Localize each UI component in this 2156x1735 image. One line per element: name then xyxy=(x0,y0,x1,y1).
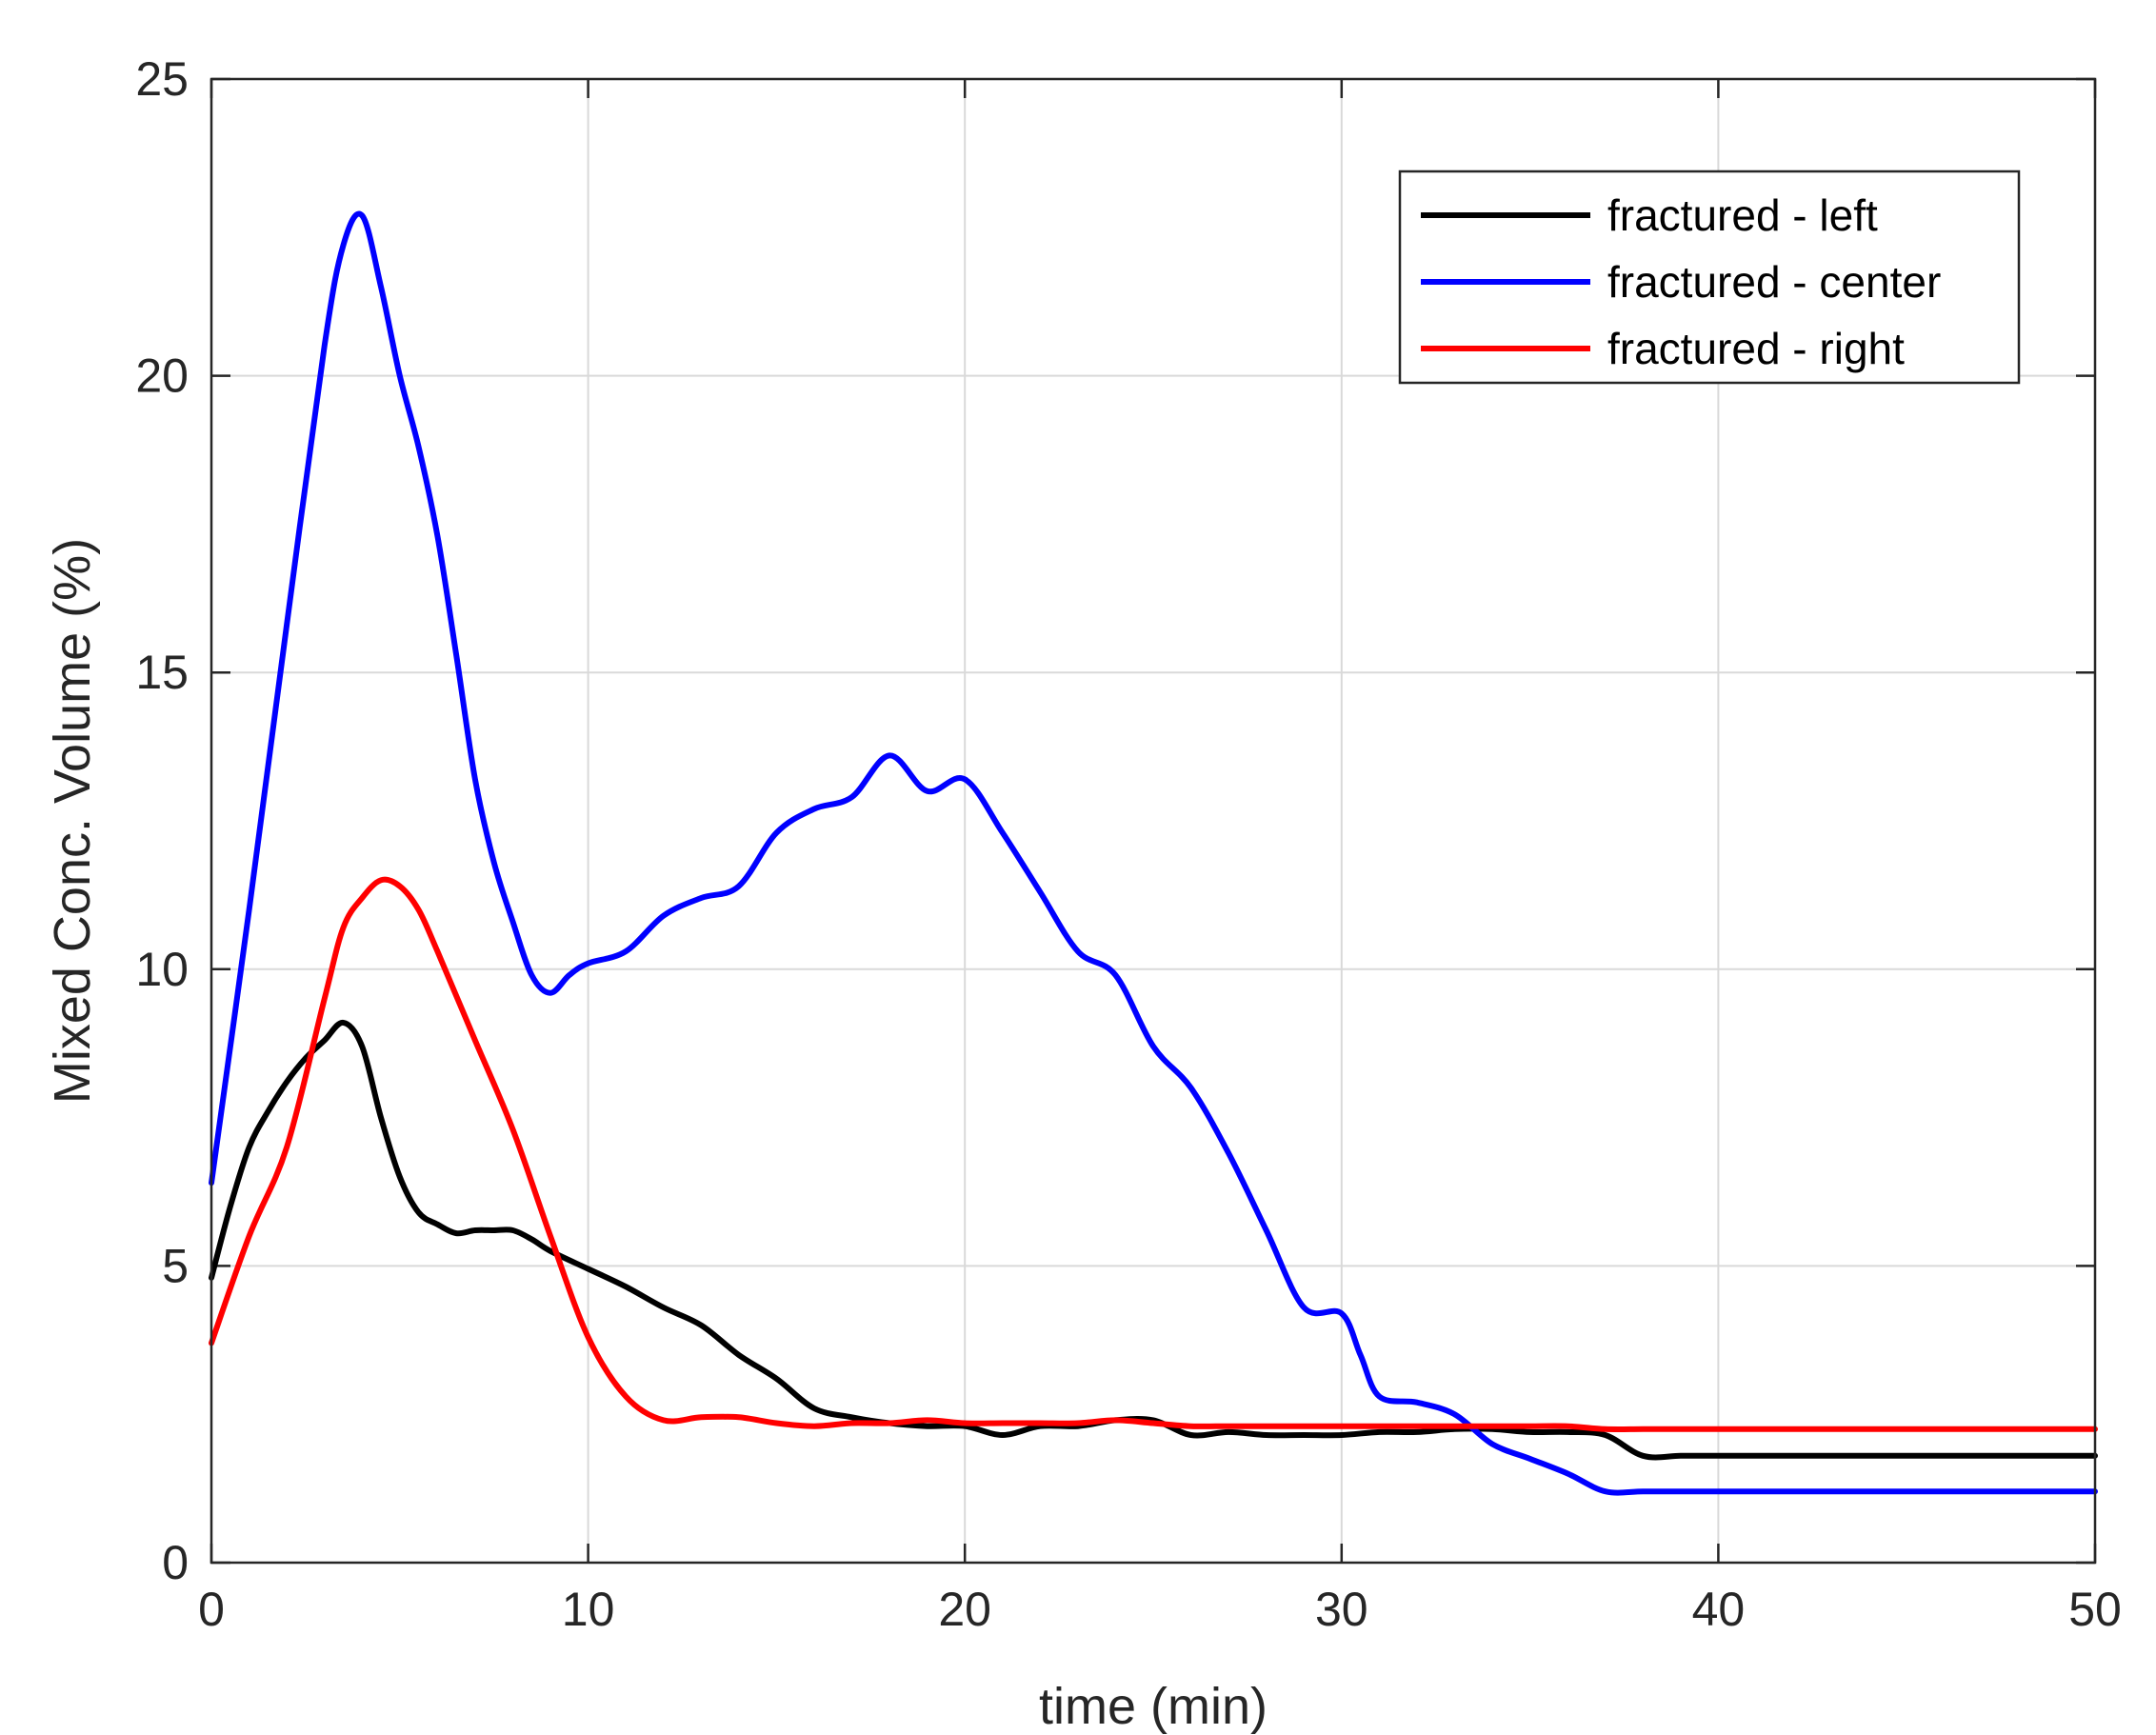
legend: fractured - left fractured - center fractu… xyxy=(1398,170,2021,385)
y-axis-title: Mixed Conc. Volume (%) xyxy=(44,538,101,1104)
plot-frame xyxy=(210,77,2097,1565)
legend-label: fractured - right xyxy=(1607,324,1905,373)
y-tick-label: 10 xyxy=(135,943,189,996)
y-tick-label: 0 xyxy=(162,1536,189,1589)
series-line-2 xyxy=(209,876,2098,1433)
legend-label: fractured - left xyxy=(1607,190,1878,240)
x-tick-label: 40 xyxy=(1692,1583,1746,1636)
x-tick-label: 30 xyxy=(1315,1583,1368,1636)
tick-labels: 0 10 20 30 40 50 0 5 10 15 20 25 xyxy=(135,52,2121,1636)
x-axis-title: time (min) xyxy=(1039,1678,1268,1735)
x-tick-label: 20 xyxy=(938,1583,991,1636)
x-tick-label: 10 xyxy=(562,1583,615,1636)
series-line-0 xyxy=(209,1019,2098,1461)
series-lines xyxy=(209,210,2098,1496)
y-tick-label: 5 xyxy=(162,1239,189,1292)
x-tick-label: 0 xyxy=(198,1583,225,1636)
x-tick-label: 50 xyxy=(2068,1583,2122,1636)
y-tick-label: 20 xyxy=(135,349,189,403)
y-tick-label: 25 xyxy=(135,52,189,106)
series-line-1 xyxy=(209,210,2098,1496)
legend-label: fractured - center xyxy=(1607,257,1941,307)
y-tick-label: 15 xyxy=(135,646,189,699)
